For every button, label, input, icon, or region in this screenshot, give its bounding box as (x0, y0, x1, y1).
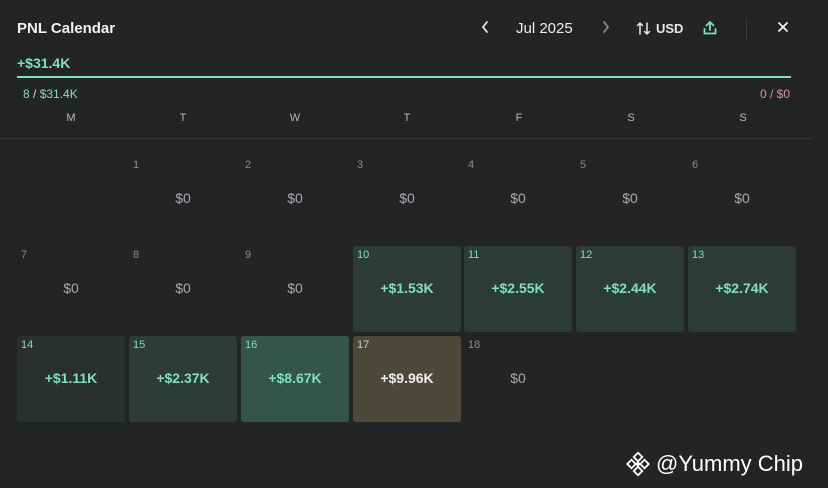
calendar-day-cell[interactable]: 15 +$2.37K (129, 336, 237, 422)
loss-separator: / (766, 87, 777, 101)
loss-summary: 0 / $0 (760, 87, 790, 101)
weekday-label: F (515, 112, 523, 124)
chevron-right-icon (603, 21, 610, 33)
weekday-label: S (739, 112, 747, 124)
calendar-day-cell[interactable]: 16 +$8.67K (241, 336, 349, 422)
watermark-text: @Yummy Chip (656, 451, 804, 476)
share-button[interactable] (702, 20, 718, 41)
loss-days: 0 (759, 87, 767, 101)
day-number: 13 (692, 249, 705, 261)
weekday-label: T (179, 112, 187, 124)
day-pnl-value: $0 (63, 280, 79, 296)
day-pnl-value: +$2.37K (156, 370, 210, 386)
swap-vertical-icon (636, 22, 651, 35)
win-progress-bar (17, 76, 791, 78)
calendar-day-cell[interactable]: 13 +$2.74K (688, 246, 796, 332)
win-separator: / (29, 87, 40, 101)
calendar-day-cell[interactable]: 17 +$9.96K (353, 336, 461, 422)
close-button[interactable] (776, 18, 790, 39)
binance-logo-icon (626, 452, 650, 476)
day-pnl-value: $0 (622, 190, 638, 206)
day-number: 3 (357, 159, 364, 171)
weekday-label: S (627, 112, 635, 124)
day-pnl-value: +$1.11K (44, 370, 98, 386)
calendar-day-cell[interactable]: 18 $0 (464, 336, 572, 422)
next-month-button[interactable] (601, 20, 611, 39)
calendar-day-cell[interactable]: 9 $0 (241, 246, 349, 332)
weekday-divider (0, 138, 812, 139)
day-pnl-value: +$2.44K (603, 280, 657, 296)
day-number: 17 (357, 339, 370, 351)
prev-month-button[interactable] (480, 20, 490, 39)
calendar-day-cell[interactable]: 4 $0 (464, 156, 572, 242)
close-icon (778, 22, 788, 32)
calendar-day-cell[interactable]: 5 $0 (576, 156, 684, 242)
day-pnl-value: $0 (287, 280, 303, 296)
day-number: 4 (468, 159, 475, 171)
day-pnl-value: $0 (510, 190, 526, 206)
chevron-left-icon (481, 21, 488, 33)
calendar-day-cell[interactable]: 7 $0 (17, 246, 125, 332)
day-number: 7 (21, 249, 28, 261)
day-number: 1 (133, 159, 140, 171)
calendar-day-cell[interactable]: 2 $0 (241, 156, 349, 242)
day-number: 14 (21, 339, 34, 351)
day-number: 18 (468, 339, 481, 351)
month-label: Jul 2025 (516, 20, 573, 37)
day-pnl-value: $0 (510, 370, 526, 386)
day-number: 16 (245, 339, 258, 351)
day-pnl-value: +$2.55K (491, 280, 545, 296)
win-amount: $31.4K (39, 87, 78, 101)
share-icon (703, 21, 717, 35)
watermark: @Yummy Chip (626, 451, 803, 477)
win-summary: 8 / $31.4K (23, 87, 78, 101)
calendar-day-cell[interactable]: 10 +$1.53K (353, 246, 461, 332)
day-number: 6 (692, 159, 699, 171)
win-days: 8 (23, 87, 30, 101)
calendar-day-cell[interactable]: 14 +$1.11K (17, 336, 125, 422)
day-pnl-value: $0 (175, 280, 191, 296)
currency-label: USD (656, 21, 684, 36)
day-number: 12 (580, 249, 593, 261)
day-number: 11 (468, 249, 480, 261)
currency-toggle[interactable]: USD (636, 21, 683, 36)
day-number: 15 (133, 339, 146, 351)
day-pnl-value: $0 (399, 190, 415, 206)
day-pnl-value: $0 (734, 190, 750, 206)
calendar-day-cell[interactable]: 12 +$2.44K (576, 246, 684, 332)
total-pnl: +$31.4K (17, 55, 71, 71)
day-number: 10 (357, 249, 370, 261)
weekday-label: W (289, 112, 301, 124)
win-progress-fill (17, 76, 791, 78)
header-divider (746, 18, 747, 40)
loss-amount: $0 (776, 87, 790, 101)
day-pnl-value: +$2.74K (715, 280, 769, 296)
calendar-day-cell[interactable]: 1 $0 (129, 156, 237, 242)
calendar-day-cell[interactable]: 6 $0 (688, 156, 796, 242)
calendar-day-cell[interactable]: 8 $0 (129, 246, 237, 332)
day-pnl-value: $0 (175, 190, 191, 206)
day-pnl-value: $0 (287, 190, 303, 206)
day-number: 8 (133, 249, 140, 261)
panel-title: PNL Calendar (17, 20, 116, 37)
calendar-day-cell[interactable]: 11 +$2.55K (464, 246, 572, 332)
weekday-label: T (403, 112, 411, 124)
day-number: 5 (580, 159, 587, 171)
day-pnl-value: +$8.67K (268, 370, 322, 386)
weekday-label: M (66, 112, 76, 124)
day-pnl-value: +$9.96K (380, 370, 434, 386)
calendar-day-cell[interactable]: 3 $0 (353, 156, 461, 242)
day-number: 9 (245, 249, 252, 261)
day-number: 2 (245, 159, 252, 171)
day-pnl-value: +$1.53K (380, 280, 434, 296)
